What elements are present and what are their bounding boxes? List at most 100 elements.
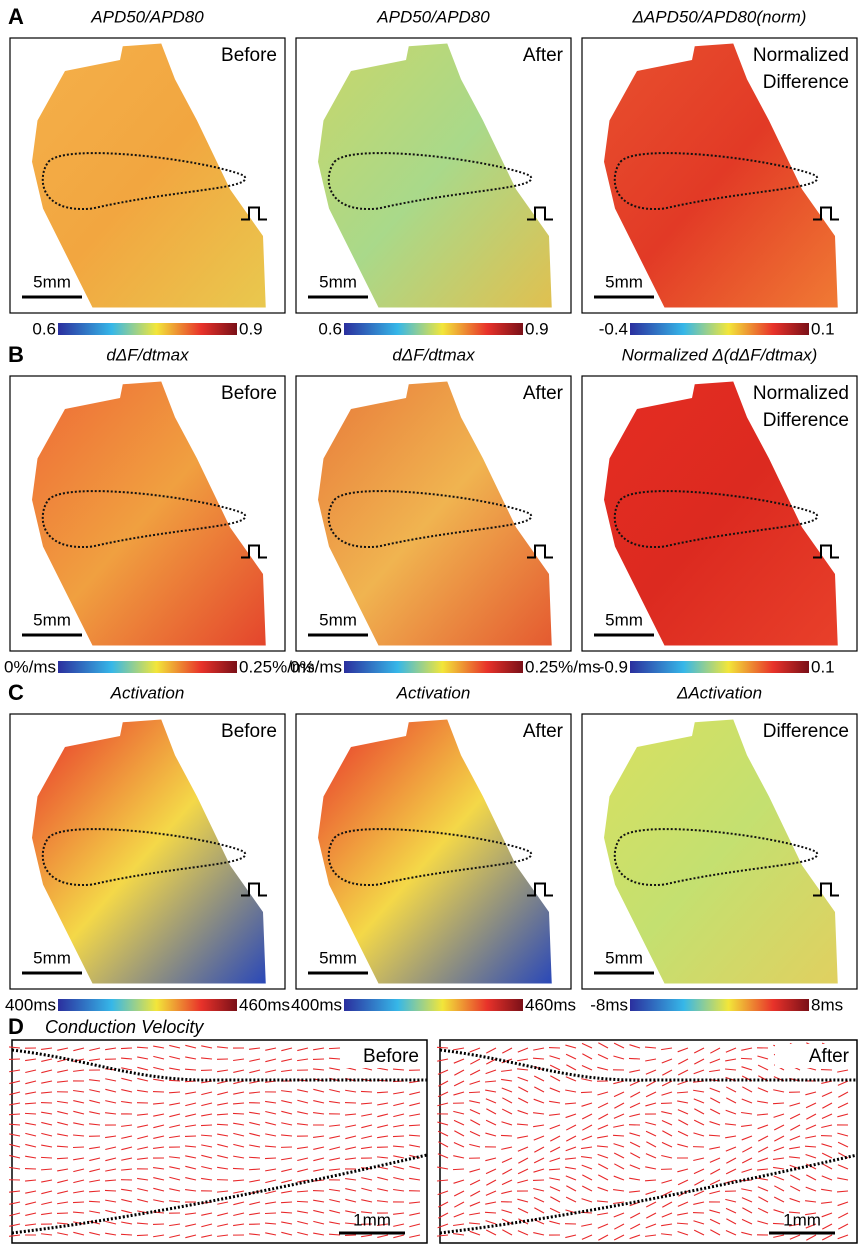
velocity-arrow	[361, 1091, 372, 1092]
velocity-arrow	[121, 1048, 132, 1049]
colorbar	[58, 999, 237, 1011]
velocity-arrow	[709, 1135, 720, 1136]
velocity-arrow	[9, 1114, 20, 1115]
panel-title: Conduction Velocity	[45, 1017, 204, 1037]
map-title: Activation	[396, 683, 471, 702]
colorbar-max: 0.9	[239, 319, 263, 338]
map-label: After	[523, 383, 564, 404]
velocity-arrow	[41, 1157, 52, 1158]
scale-label: 5mm	[605, 272, 643, 291]
velocity-arrow	[137, 1235, 148, 1236]
panel-letter: C	[8, 680, 24, 705]
map-label: Normalized	[753, 383, 849, 404]
map-label: After	[523, 721, 564, 742]
map-title: Normalized Δ(dΔF/dtmax)	[622, 345, 818, 364]
velocity-arrow	[281, 1202, 292, 1203]
map-label: Difference	[763, 72, 849, 93]
colorbar	[630, 661, 809, 673]
scale-label: 5mm	[319, 610, 357, 629]
cv-label: Before	[363, 1046, 419, 1067]
colorbar-min: 0.6	[318, 319, 342, 338]
scale-label: 5mm	[33, 610, 71, 629]
colorbar-min: 0%/ms	[290, 657, 342, 676]
velocity-arrow	[233, 1113, 244, 1114]
colorbar	[58, 661, 237, 673]
colorbar-min: -8ms	[590, 995, 628, 1014]
scale-label: 5mm	[33, 272, 71, 291]
map-title: ΔActivation	[676, 683, 762, 702]
colorbar-min: 0%/ms	[4, 657, 56, 676]
colorbar-max: 8ms	[811, 995, 843, 1014]
velocity-arrow	[741, 1180, 752, 1181]
map-label: Before	[221, 45, 277, 66]
map-title: APD50/APD80	[90, 7, 204, 26]
velocity-arrow	[629, 1058, 640, 1059]
map-title: Activation	[110, 683, 185, 702]
map-label: Before	[221, 383, 277, 404]
colorbar-max: 0.1	[811, 657, 835, 676]
velocity-arrow	[581, 1092, 592, 1093]
velocity-arrow	[265, 1213, 276, 1214]
map-label: Before	[221, 721, 277, 742]
scale-label: 5mm	[319, 272, 357, 291]
velocity-arrow	[297, 1201, 308, 1202]
colorbar	[344, 999, 523, 1011]
velocity-arrow	[329, 1048, 340, 1049]
velocity-arrow	[25, 1113, 36, 1114]
colorbar-max: 0.1	[811, 319, 835, 338]
velocity-arrow	[89, 1191, 100, 1192]
map-label: Difference	[763, 721, 849, 742]
colorbar-min: 400ms	[291, 995, 342, 1014]
velocity-arrow	[121, 1234, 132, 1235]
velocity-arrow	[501, 1135, 512, 1136]
velocity-arrow	[773, 1103, 784, 1104]
velocity-arrow	[105, 1190, 116, 1191]
colorbar	[630, 999, 809, 1011]
colorbar	[630, 323, 809, 335]
map-title: dΔF/dtmax	[106, 345, 189, 364]
colorbar-min: 400ms	[5, 995, 56, 1014]
velocity-arrow	[613, 1135, 624, 1136]
panel-letter: B	[8, 342, 24, 367]
velocity-arrow	[437, 1047, 448, 1048]
scale-label: 5mm	[605, 948, 643, 967]
velocity-arrow	[249, 1157, 260, 1158]
velocity-arrow	[645, 1180, 656, 1181]
map-label: After	[523, 45, 564, 66]
panel-letter: A	[8, 4, 24, 29]
colorbar-min: 0.6	[32, 319, 56, 338]
velocity-arrow	[393, 1136, 404, 1137]
velocity-arrow	[201, 1125, 212, 1126]
panel-letter: D	[8, 1014, 24, 1039]
velocity-arrow	[469, 1092, 480, 1093]
scale-label: 1mm	[783, 1210, 821, 1229]
colorbar	[58, 323, 237, 335]
velocity-arrow	[409, 1125, 420, 1126]
velocity-arrow	[73, 1202, 84, 1203]
colorbar-min: -0.9	[599, 657, 628, 676]
colorbar-max: 460ms	[239, 995, 290, 1014]
scale-label: 5mm	[319, 948, 357, 967]
velocity-arrow	[89, 1201, 100, 1202]
map-label: Normalized	[753, 45, 849, 66]
map-title: ΔAPD50/APD80(norm)	[632, 7, 807, 26]
velocity-arrow	[485, 1212, 496, 1213]
velocity-arrow	[57, 1158, 68, 1159]
colorbar-min: -0.4	[599, 319, 628, 338]
velocity-arrow	[409, 1135, 420, 1136]
map-label: Difference	[763, 410, 849, 431]
map-title: dΔF/dtmax	[392, 345, 475, 364]
velocity-arrow	[217, 1124, 228, 1125]
scale-label: 5mm	[605, 610, 643, 629]
velocity-arrow	[249, 1169, 260, 1170]
colorbar-max: 460ms	[525, 995, 576, 1014]
velocity-arrow	[741, 1058, 752, 1059]
colorbar	[344, 661, 523, 673]
cv-label: After	[809, 1046, 850, 1067]
map-title: APD50/APD80	[376, 7, 490, 26]
colorbar-max: 0.25%/ms	[525, 657, 601, 676]
colorbar-max: 0.9	[525, 319, 549, 338]
velocity-arrow	[233, 1168, 244, 1169]
